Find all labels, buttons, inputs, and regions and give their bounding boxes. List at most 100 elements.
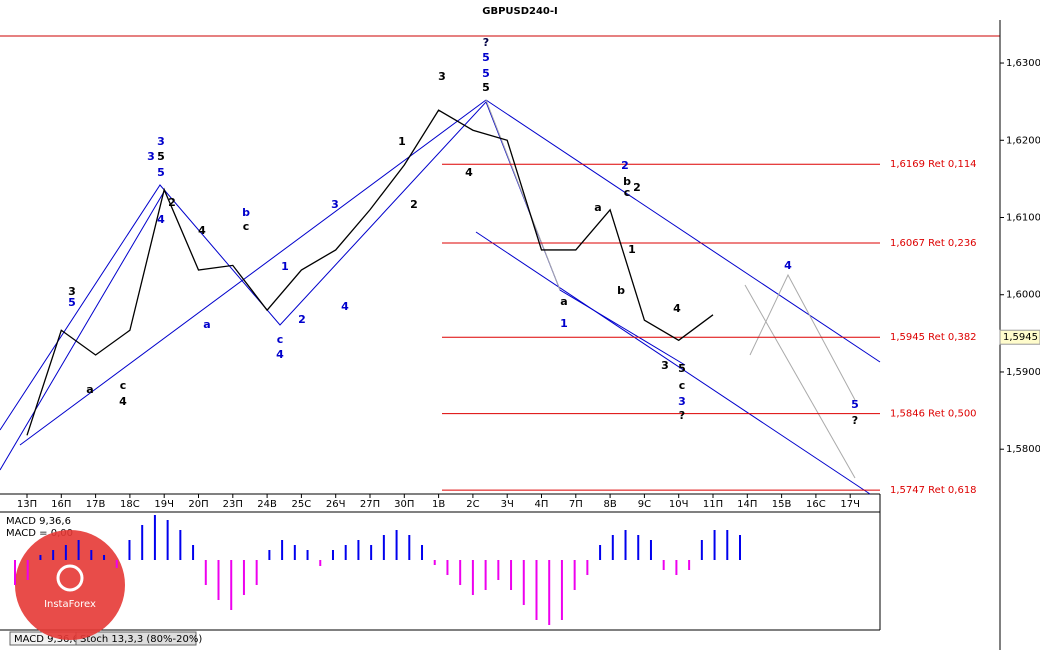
fib-label: 1,5945 Ret 0,382	[890, 332, 977, 343]
fib-label: 1,5747 Ret 0,618	[890, 485, 977, 496]
wave-label: 4	[341, 300, 349, 313]
wave-label: b	[242, 206, 250, 219]
x-tick-label: 30П	[394, 499, 414, 510]
x-tick-label: 7П	[569, 499, 583, 510]
x-tick-label: 15В	[772, 499, 792, 510]
wave-label: 3	[331, 198, 339, 211]
wave-label: 2	[621, 159, 629, 172]
x-tick-label: 24В	[257, 499, 277, 510]
wave-label: 5	[678, 362, 686, 375]
wave-label: b	[623, 175, 631, 188]
tab-label[interactable]: Stoch 13,3,3 (80%-20%)	[80, 634, 202, 645]
logo-icon	[56, 564, 84, 592]
wave-label: 3	[147, 150, 155, 163]
x-tick-label: 3Ч	[501, 499, 514, 510]
tab-label[interactable]: MACD 9,36,6	[14, 634, 79, 645]
wave-label: 4	[784, 259, 792, 272]
wave-label: b	[617, 284, 625, 297]
chart-title: GBPUSD240-I	[482, 6, 558, 17]
wave-label: 3	[68, 285, 76, 298]
x-tick-label: 9С	[638, 499, 651, 510]
wave-label: 1	[281, 260, 289, 273]
y-tick-label: 1,6200	[1006, 135, 1040, 146]
channel-line	[485, 99, 881, 363]
x-tick-label: 16П	[51, 499, 71, 510]
wave-label: ?	[679, 409, 685, 422]
y-tick-label: 1,6100	[1006, 213, 1040, 224]
projection	[485, 99, 856, 479]
wave-label: 4	[465, 166, 473, 179]
wave-label: c	[120, 379, 127, 392]
wave-label: 1	[628, 243, 636, 256]
wave-label: 4	[157, 213, 165, 226]
wave-label: 4	[276, 348, 284, 361]
x-tick-label: 2С	[466, 499, 479, 510]
y-tick-label: 1,5800	[1006, 444, 1040, 455]
x-tick-label: 1В	[432, 499, 445, 510]
projection-line	[744, 284, 856, 479]
projection-line	[749, 273, 856, 401]
price-line	[26, 109, 714, 436]
fib-label: 1,5846 Ret 0,500	[890, 409, 977, 420]
wave-label: c	[277, 333, 284, 346]
y-tick-label: 1,5900	[1006, 367, 1040, 378]
x-tick-label: 14П	[737, 499, 757, 510]
wave-label: 4	[673, 302, 681, 315]
y-tick-label: 1,6000	[1006, 290, 1040, 301]
wave-label: 2	[168, 196, 176, 209]
wave-label: a	[203, 318, 210, 331]
wave-label: a	[594, 201, 601, 214]
x-tick-label: 25С	[292, 499, 312, 510]
x-tick-label: 16С	[806, 499, 826, 510]
wave-label: 2	[410, 198, 418, 211]
wave-label: 5	[157, 166, 165, 179]
wave-label: ?	[483, 36, 489, 49]
logo-badge	[15, 530, 125, 640]
wave-label: 3	[678, 395, 686, 408]
last-price-box	[999, 329, 1040, 345]
wave-label: 2	[298, 313, 306, 326]
wave-label: 5	[157, 150, 165, 163]
x-tick-label: 27П	[360, 499, 380, 510]
x-tick-label: 10Ч	[669, 499, 689, 510]
wave-label: c	[624, 186, 631, 199]
channel-line	[475, 231, 871, 495]
x-tick-label: 8В	[603, 499, 616, 510]
wave-label: a	[560, 295, 567, 308]
fib-label: 1,6067 Ret 0,236	[890, 238, 977, 249]
wave-label: c	[243, 220, 250, 233]
macd-labels: MACD 9,36,6 MACD = 0,00	[6, 516, 73, 539]
tabs: MACD 9,36,6 Stoch 13,3,3 (80%-20%)	[9, 631, 202, 646]
wave-label: 2	[633, 181, 641, 194]
wave-label: 3	[661, 359, 669, 372]
logo: InstaForex	[15, 530, 125, 640]
wave-label: 1	[560, 317, 568, 330]
wave-label: c	[679, 379, 686, 392]
logo-text: InstaForex	[44, 599, 96, 610]
wave-line	[0, 101, 686, 431]
macd-value: MACD = 0,00	[6, 528, 73, 539]
x-tick-label: 19Ч	[154, 499, 174, 510]
x-tick-label: 4П	[535, 499, 549, 510]
wave-label: 5	[68, 296, 76, 309]
x-tick-label: 13П	[17, 499, 37, 510]
macd-title: MACD 9,36,6	[6, 516, 71, 527]
fib-label: 1,6169 Ret 0,114	[890, 159, 977, 170]
wave-label: a	[86, 383, 93, 396]
x-tick-label: 23П	[223, 499, 243, 510]
projection-line	[485, 99, 561, 291]
wave-label: 4	[198, 224, 206, 237]
x-tick-label: 26Ч	[326, 499, 346, 510]
x-tick-label: 11П	[703, 499, 723, 510]
wave-label: 3	[438, 70, 446, 83]
wave-label: 5	[482, 67, 490, 80]
wave-label: 5	[482, 81, 490, 94]
y-tick-label: 1,6300	[1006, 58, 1040, 69]
x-tick-label: 17Ч	[840, 499, 860, 510]
channel-line	[0, 189, 166, 471]
x-tick-label: 17В	[86, 499, 106, 510]
wave-label: 3	[157, 135, 165, 148]
wave-label: 5	[851, 398, 859, 411]
